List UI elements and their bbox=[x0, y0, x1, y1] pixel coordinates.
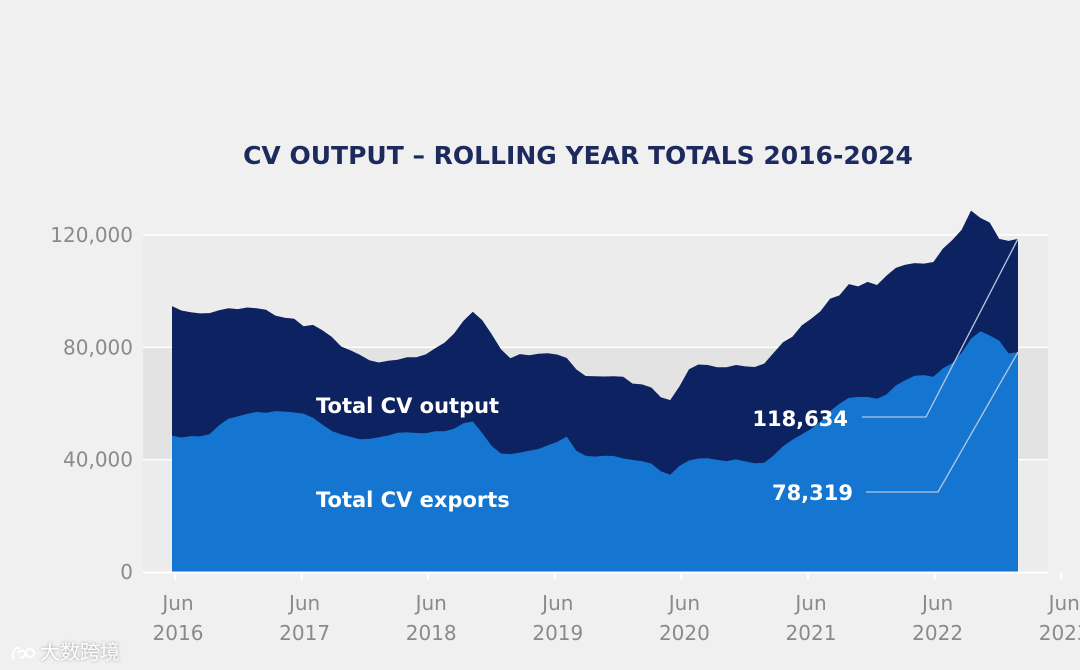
x-tick-month-label: Jun bbox=[667, 591, 700, 615]
x-tick-year-label: 2016 bbox=[153, 621, 204, 645]
output-leader-line bbox=[862, 238, 1019, 418]
watermark-text: 大数跨境 bbox=[40, 640, 120, 664]
x-tick-year-label: 2020 bbox=[659, 621, 710, 645]
x-tick-month-label: Jun bbox=[1047, 591, 1080, 615]
output-end-value-label: 118,634 bbox=[752, 407, 848, 431]
watermark-logo-icon bbox=[11, 646, 35, 660]
y-tick-label: 120,000 bbox=[50, 223, 133, 247]
x-tick-year-label: 2019 bbox=[532, 621, 583, 645]
x-axis-ticks: Jun 2016 Jun 2017 Jun 2018 Jun 2019 Jun 2020 Jun 20… bbox=[153, 572, 1080, 645]
y-axis-ticks: 0 40,000 80,000 120,000 bbox=[50, 223, 133, 584]
exports-leader-line bbox=[866, 351, 1019, 493]
x-tick-year-label: 2022 bbox=[912, 621, 963, 645]
exports-end-value-label: 78,319 bbox=[772, 481, 853, 505]
y-tick-label: 80,000 bbox=[63, 335, 133, 359]
x-tick-month-label: Jun bbox=[414, 591, 447, 615]
y-tick-label: 0 bbox=[120, 560, 133, 584]
total-cv-exports-area bbox=[172, 331, 1018, 572]
x-tick-year-label: 2018 bbox=[406, 621, 457, 645]
x-tick-month-label: Jun bbox=[920, 591, 953, 615]
x-tick-year-label: 2023 bbox=[1039, 621, 1080, 645]
callout-leader-lines bbox=[862, 238, 1019, 493]
watermark: 大数跨境 bbox=[10, 636, 120, 665]
output-series-label: Total CV output bbox=[316, 394, 499, 418]
exports-series-label: Total CV exports bbox=[316, 488, 510, 512]
y-tick-label: 40,000 bbox=[63, 448, 133, 472]
chart-title: CV OUTPUT – ROLLING YEAR TOTALS 2016-202… bbox=[243, 141, 913, 170]
x-tick-month-label: Jun bbox=[793, 591, 826, 615]
x-tick-month-label: Jun bbox=[287, 591, 320, 615]
x-tick-year-label: 2021 bbox=[786, 621, 837, 645]
x-tick-year-label: 2017 bbox=[279, 621, 330, 645]
x-tick-month-label: Jun bbox=[160, 591, 193, 615]
x-tick-month-label: Jun bbox=[540, 591, 573, 615]
